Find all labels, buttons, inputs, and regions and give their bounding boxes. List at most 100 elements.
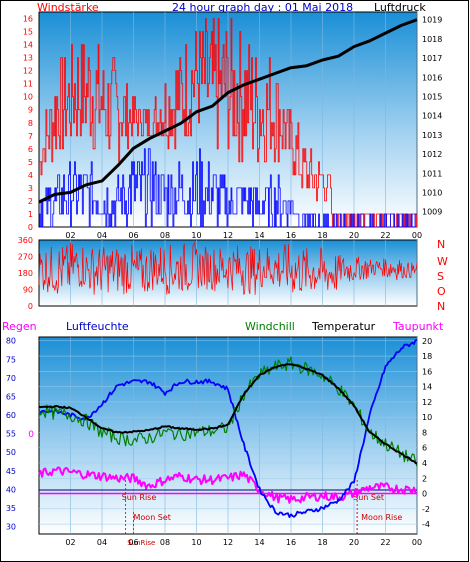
humidity-tick-label: 45 — [6, 467, 16, 476]
temperature-tick-label: 20 — [422, 337, 432, 346]
direction-tick-label: 180 — [18, 269, 33, 278]
compass-label: O — [437, 285, 446, 298]
graph-title: 24 hour graph day : 01 Mai 2018 — [172, 1, 353, 14]
sun-rise-short-label: SunRise — [127, 539, 155, 547]
wind-tick-label: 1 — [28, 210, 33, 219]
temperature-tick-label: 18 — [422, 352, 432, 361]
wind-tick-label: 10 — [23, 93, 33, 102]
pressure-tick-label: 1014 — [422, 112, 442, 121]
compass-label: N — [437, 238, 445, 251]
x-tick-label: 06 — [128, 231, 138, 240]
x-tick-label: 08 — [160, 231, 170, 240]
wind-tick-label: 9 — [28, 106, 33, 115]
compass-label: S — [437, 270, 444, 283]
sun-rise-label: Sun Rise — [122, 493, 157, 502]
legend-windchill: Windchill — [245, 320, 295, 333]
humidity-tick-label: 75 — [6, 355, 16, 364]
x-tick-label: 00 — [412, 538, 422, 547]
wind-tick-label: 14 — [23, 41, 33, 50]
x-tick-label: 22 — [380, 538, 390, 547]
temperatur-line — [38, 363, 418, 465]
humidity-tick-label: 70 — [6, 374, 16, 383]
x-tick-label: 22 — [380, 231, 390, 240]
wind-tick-label: 5 — [28, 158, 33, 167]
x-tick-label: 14 — [254, 231, 264, 240]
temperature-tick-label: -4 — [422, 520, 430, 529]
wind-tick-label: 12 — [23, 67, 33, 76]
temperature-tick-label: 10 — [422, 413, 432, 422]
wind-tick-label: 6 — [28, 145, 33, 154]
top-x-axis-labels: 02 04 06 08 10 12 14 16 18 20 22 00 — [65, 231, 422, 240]
pressure-tick-label: 1012 — [422, 150, 442, 159]
wind-direction-line — [38, 241, 418, 296]
temperature-tick-label: 2 — [422, 474, 427, 483]
direction-tick-label: 360 — [18, 236, 33, 245]
humidity-tick-label: 30 — [6, 523, 16, 532]
luftdruck-label: Luftdruck — [374, 1, 426, 14]
x-tick-label: 20 — [349, 231, 359, 240]
pressure-line — [38, 18, 418, 204]
luftfeuchte-line — [38, 339, 418, 518]
humidity-tick-label: 60 — [6, 411, 16, 420]
pressure-tick-label: 1011 — [422, 169, 442, 178]
temperature-tick-label: 8 — [422, 428, 427, 437]
x-tick-label: 12 — [223, 538, 233, 547]
wind-tick-label: 8 — [28, 119, 33, 128]
x-tick-label: 16 — [286, 538, 296, 547]
pressure-tick-label: 1019 — [422, 16, 442, 25]
direction-tick-label: 0 — [28, 302, 33, 311]
wind-average-series — [39, 148, 417, 228]
temperature-tick-label: 6 — [422, 444, 427, 453]
x-tick-label: 14 — [254, 538, 264, 547]
wind-tick-label: 4 — [28, 171, 33, 180]
wind-tick-label: 16 — [23, 15, 33, 24]
pressure-series — [38, 18, 418, 204]
humidity-tick-label: 35 — [6, 504, 16, 513]
temperature-grid — [39, 337, 418, 534]
temperature-tick-label: 16 — [422, 367, 432, 376]
wind-tick-label: 3 — [28, 184, 33, 193]
legend-regen: Regen — [2, 320, 37, 333]
legend-luftfeuchte: Luftfeuchte — [66, 320, 129, 333]
wind-tick-label: 11 — [23, 80, 33, 89]
wind-direction-series — [38, 241, 418, 296]
x-tick-label: 02 — [65, 538, 75, 547]
wind-tick-label: 13 — [23, 54, 33, 63]
direction-tick-label: 90 — [23, 286, 33, 295]
x-tick-label: 10 — [191, 231, 201, 240]
x-tick-label: 12 — [223, 231, 233, 240]
temperature-humidity-series — [38, 339, 418, 518]
compass-label: W — [437, 255, 448, 268]
humidity-tick-label: 50 — [6, 448, 16, 457]
x-tick-label: 16 — [286, 231, 296, 240]
x-tick-label: 02 — [65, 231, 75, 240]
compass-label: N — [437, 300, 445, 313]
temperature-tick-label: 0 — [422, 490, 427, 499]
wind-tick-label: 7 — [28, 132, 33, 141]
x-tick-label: 06 — [128, 538, 138, 547]
x-tick-label: 20 — [349, 538, 359, 547]
temperature-tick-label: 14 — [422, 383, 432, 392]
legend-taupunkt: Taupunkt — [392, 320, 444, 333]
pressure-y-axis-labels: 1009 1010 1011 1012 1013 1014 1015 1016 1017 1018… — [422, 16, 442, 217]
temperature-tick-label: -2 — [422, 505, 430, 514]
wind-average-line — [39, 148, 417, 228]
temperature-tick-label: 4 — [422, 459, 427, 468]
bottom-x-axis-labels: 02 04 06 08 10 12 14 16 18 20 22 00 — [65, 538, 422, 547]
wind-tick-label: 15 — [23, 28, 33, 37]
temperature-tick-label: 12 — [422, 398, 432, 407]
direction-tick-label: 270 — [18, 253, 33, 262]
legend-temperatur: Temperatur — [311, 320, 376, 333]
pressure-tick-label: 1013 — [422, 131, 442, 140]
humidity-tick-label: 55 — [6, 430, 16, 439]
windstaerke-label: Windstärke — [37, 1, 99, 14]
x-tick-label: 18 — [317, 231, 327, 240]
x-tick-label: 04 — [97, 538, 107, 547]
humidity-y-axis-labels: 30 35 40 45 50 55 60 65 70 75 80 — [6, 337, 16, 532]
x-tick-label: 08 — [160, 538, 170, 547]
pressure-tick-label: 1018 — [422, 35, 442, 44]
x-tick-label: 18 — [317, 538, 327, 547]
